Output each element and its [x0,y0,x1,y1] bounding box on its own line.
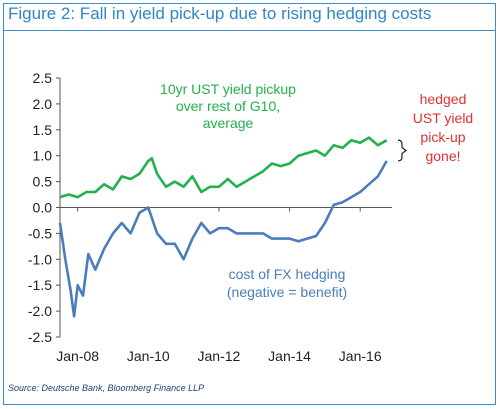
y-axis: 2.5 2.0 1.5 1.0 0.5 0.0 -0.5 -1.0 -1.5 -2.0 -2.5 [28,70,61,345]
x-tick-label: Jan-12 [198,348,241,364]
x-tick-label: Jan-16 [339,348,382,364]
y-tick-label: -2.5 [28,329,52,345]
gone-annotation-line: hedged [420,91,467,107]
hedging-annotation-line: (negative = benefit) [227,284,347,300]
y-tick-label: -1.5 [28,277,52,293]
y-tick-label: 1.0 [33,148,53,164]
source-note: Source: Deutsche Bank, Bloomberg Finance… [8,383,205,393]
fx-hedging-cost-line [58,160,388,318]
gap-bracket [397,139,407,162]
y-tick-label: 2.5 [33,70,53,86]
yield-pickup-annotation-line: over rest of G10, [176,98,280,114]
gone-annotation-line: pick-up [420,129,465,145]
yield-pickup-annotation-line: 10yr UST yield pickup [160,81,296,97]
y-tick-label: 2.0 [33,96,53,112]
y-tick-label: 0.5 [33,174,53,190]
yield-pickup-line [59,136,388,199]
y-tick-label: -2.0 [28,303,52,319]
x-axis: Jan-08 Jan-10 Jan-12 Jan-14 Jan-16 [56,207,392,364]
figure-frame [3,3,496,405]
y-tick-label: 0.0 [33,200,53,216]
chart-title: Figure 2: Fall in yield pick-up due to r… [8,4,432,23]
x-tick-label: Jan-14 [268,348,311,364]
gone-annotation-line: UST yield [413,110,473,126]
y-tick-label: -1.0 [28,251,52,267]
title-divider [4,30,496,31]
y-tick-label: 1.5 [33,122,53,138]
hedging-annotation-line: cost of FX hedging [229,266,346,282]
y-tick-label: -0.5 [28,225,52,241]
x-tick-label: Jan-10 [127,348,170,364]
yield-pickup-annotation-line: average [203,115,254,131]
gone-annotation-line: gone! [425,148,460,164]
series-layer [58,136,388,318]
x-tick-label: Jan-08 [56,348,99,364]
